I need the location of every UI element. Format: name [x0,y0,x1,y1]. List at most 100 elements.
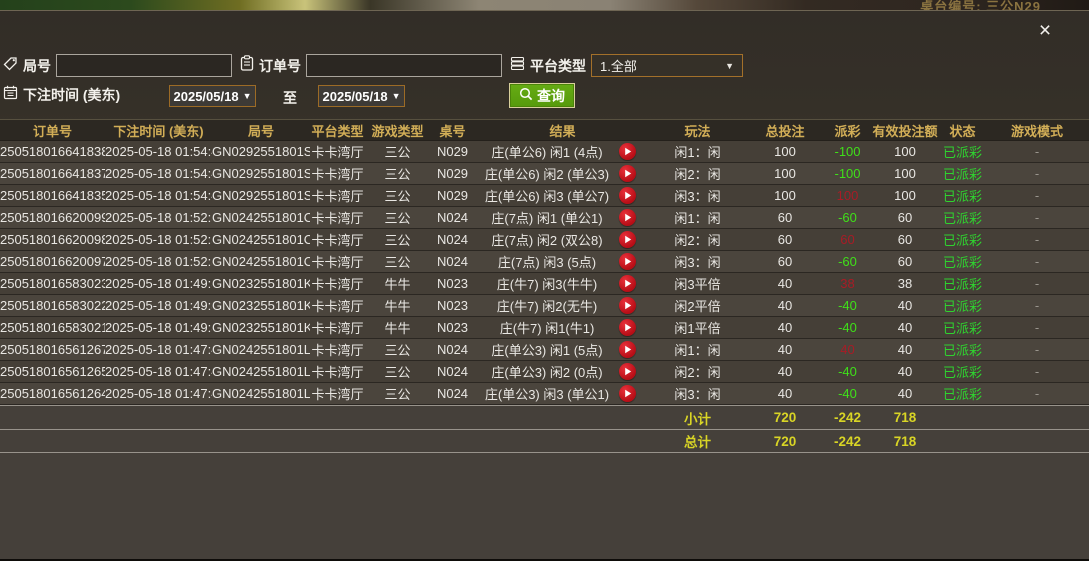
cell-mode: - [1034,232,1040,247]
cell-platform: 卡卡湾厅 [311,343,364,358]
total-row-payout: -242 [833,433,862,449]
cell-round: GN0242551801L [212,342,310,357]
cell-status: 已派彩 [942,233,982,248]
column-header-result: 结果 [549,123,576,139]
cell-bet_type: 闲3平倍 [674,277,721,292]
cell-bet_type: 闲2：闲 [674,233,721,248]
table-header-row: 订单号 下注时间 (美东) 局号 平台类型 游戏类型 桌号 结果 玩法 总投注 派彩 有效投注额 状态… [0,119,1089,141]
cell-order: 250518016561265 [0,364,105,379]
cell-time: 2025-05-18 01:47:40 [105,364,212,379]
tag-icon [3,56,18,76]
cell-time: 2025-05-18 01:54:45 [105,188,212,203]
cell-total_bet: 60 [777,254,793,269]
cell-table: N024 [436,232,469,247]
cell-total_bet: 100 [774,166,796,181]
close-icon[interactable]: × [1038,19,1052,42]
result-text: 庄(7点) 闲2 (双公8) [491,233,603,248]
cell-game: 牛牛 [384,321,411,336]
platform-select[interactable]: 1.全部 ▼ [591,54,743,77]
platform-label: 平台类型 [530,57,586,74]
cell-status: 已派彩 [942,145,982,160]
cell-round: GN0242551801L [212,364,310,379]
cell-bet_type: 闲3：闲 [674,387,721,402]
order-input[interactable] [306,54,502,77]
cell-valid_bet: 40 [897,364,913,379]
result-text: 庄(7点) 闲3 (5点) [497,255,597,270]
cell-payout: -40 [838,386,857,401]
date-from-picker[interactable]: 2025/05/18 ▼ [169,85,256,107]
play-icon[interactable] [619,363,636,380]
play-icon[interactable] [619,297,636,314]
search-button[interactable]: 查询 [509,83,575,108]
cell-platform: 卡卡湾厅 [311,365,364,380]
cell-status: 已派彩 [942,365,982,380]
play-icon[interactable] [619,165,636,182]
play-icon[interactable] [619,253,636,270]
cell-round: GN0292551801S [212,166,310,181]
cell-payout: -40 [838,364,857,379]
date-to-picker[interactable]: 2025/05/18 ▼ [318,85,405,107]
subtotal-row-total_bet: 720 [773,410,797,425]
cell-valid_bet: 40 [897,298,913,313]
cell-payout: 40 [840,342,855,357]
column-header-round: 局号 [247,123,274,139]
cell-bet_type: 闲1：闲 [674,211,721,226]
cell-round: GN0232551801K [212,298,310,313]
play-icon[interactable] [619,143,636,160]
total-row-total_bet: 720 [773,433,797,449]
bet-time-label: 下注时间 (美东) [23,87,121,103]
cell-round: GN0242551801O [212,210,310,225]
bet-time-filter: 下注时间 (美东) [3,85,120,105]
play-icon[interactable] [619,275,636,292]
cell-order: 250518016641837 [0,166,105,181]
cell-round: GN0292551801S [212,144,310,159]
cell-order: 250518016561264 [0,386,105,401]
cell-result: 庄(牛7) 闲2(无牛) [475,296,650,315]
cell-platform: 卡卡湾厅 [311,189,364,204]
play-icon[interactable] [619,341,636,358]
cell-game: 三公 [384,365,411,380]
round-input[interactable] [56,54,232,77]
cell-time: 2025-05-18 01:49:39 [105,298,212,313]
cell-valid_bet: 38 [897,276,913,291]
cell-order: 250518016620099 [0,210,105,225]
cell-status: 已派彩 [942,277,982,292]
cell-result: 庄(单公3) 闲3 (单公1) [475,384,650,403]
cell-status: 已派彩 [942,167,982,182]
cell-round: GN0292551801S [212,188,310,203]
cell-game: 三公 [384,211,411,226]
cell-result: 庄(牛7) 闲1(牛1) [475,318,650,337]
cell-order: 250518016561267 [0,342,105,357]
play-icon[interactable] [619,209,636,226]
cell-payout: -60 [838,254,857,269]
order-filter: 订单号 [240,54,502,77]
cell-result: 庄(7点) 闲1 (单公1) [475,208,650,227]
cell-time: 2025-05-18 01:52:53 [105,210,212,225]
cell-table: N029 [436,144,469,159]
order-label: 订单号 [259,57,301,74]
game-background-strip: 桌台编号: 三公N29 [0,0,1089,10]
cell-order: 250518016583021 [0,320,105,335]
cell-payout: -40 [838,320,857,335]
cell-platform: 卡卡湾厅 [311,211,364,226]
result-text: 庄(单公3) 闲1 (5点) [491,343,603,358]
cell-table: N024 [436,210,469,225]
cell-status: 已派彩 [942,321,982,336]
column-header-bet_type: 玩法 [684,123,711,139]
total-row-valid_bet: 718 [893,433,917,449]
clipboard-icon [240,55,254,76]
result-text: 庄(单公3) 闲3 (单公1) [484,387,610,402]
play-icon[interactable] [619,319,636,336]
play-icon[interactable] [619,187,636,204]
cell-table: N029 [436,188,469,203]
bet-history-table: 订单号 下注时间 (美东) 局号 平台类型 游戏类型 桌号 结果 玩法 总投注 派彩 有效投注额 状态… [0,119,1089,453]
play-icon[interactable] [619,231,636,248]
cell-table: N023 [436,276,469,291]
cell-result: 庄(单公6) 闲1 (4点) [475,142,650,161]
chevron-down-icon: ▼ [242,91,252,101]
cell-status: 已派彩 [942,299,982,314]
play-icon[interactable] [619,385,636,402]
